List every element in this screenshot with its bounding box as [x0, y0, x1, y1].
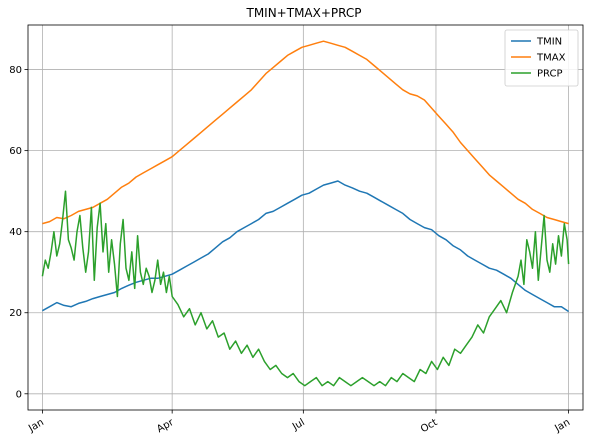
x-tick-label: Jan: [552, 417, 572, 435]
legend-box: [504, 29, 579, 87]
legend-label-prcp: PRCP: [537, 69, 563, 80]
chart-title: TMIN+TMAX+PRCP: [245, 6, 361, 20]
x-tick-label: Apr: [155, 417, 176, 436]
y-tick-label: 80: [9, 65, 22, 76]
series-line-tmin: [42, 180, 570, 313]
legend: TMIN TMAX PRCP: [504, 29, 579, 87]
x-tick-label: Oct: [419, 417, 440, 435]
y-tick-label: 0: [16, 389, 22, 400]
legend-label-tmin: TMIN: [536, 37, 562, 48]
axes: 0 20 40 60 80 Jan Apr Jul Oct Jan: [9, 24, 584, 436]
y-tick-label: 40: [9, 227, 22, 238]
x-tick-label: Jul: [290, 417, 307, 433]
x-tick-label: Jan: [26, 417, 46, 435]
legend-label-tmax: TMAX: [536, 53, 566, 64]
y-tick-label: 20: [9, 308, 22, 319]
y-tick-label: 60: [9, 146, 22, 157]
series-line-tmax: [42, 40, 569, 225]
series-lines: [41, 40, 570, 387]
grid: [28, 25, 583, 410]
plot-frame: [27, 24, 584, 411]
series-line-prcp: [41, 190, 570, 387]
